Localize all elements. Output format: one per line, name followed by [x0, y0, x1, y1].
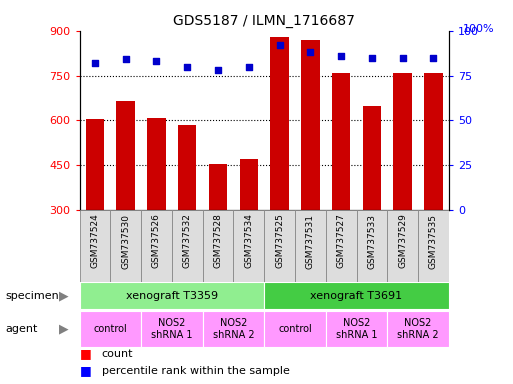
FancyBboxPatch shape [326, 311, 387, 348]
Bar [240, 159, 258, 210]
Text: NOS2
shRNA 2: NOS2 shRNA 2 [212, 318, 254, 340]
Bar [332, 73, 350, 210]
Text: NOS2
shRNA 1: NOS2 shRNA 1 [151, 318, 192, 340]
FancyBboxPatch shape [80, 210, 110, 281]
FancyBboxPatch shape [233, 210, 264, 281]
FancyBboxPatch shape [264, 210, 295, 281]
Bar [86, 119, 104, 210]
Text: GSM737527: GSM737527 [337, 214, 346, 268]
FancyBboxPatch shape [387, 311, 449, 348]
FancyBboxPatch shape [264, 311, 326, 348]
Title: GDS5187 / ILMN_1716687: GDS5187 / ILMN_1716687 [173, 14, 355, 28]
Text: xenograft T3359: xenograft T3359 [126, 291, 218, 301]
Point [214, 67, 222, 73]
FancyBboxPatch shape [357, 210, 387, 281]
Text: control: control [93, 324, 127, 334]
Bar [363, 106, 381, 210]
Point [91, 60, 99, 66]
Bar [424, 73, 443, 210]
Point [337, 53, 345, 59]
FancyBboxPatch shape [264, 282, 449, 309]
FancyBboxPatch shape [141, 311, 203, 348]
Text: ▶: ▶ [59, 323, 69, 336]
Bar [301, 40, 320, 210]
Text: GSM737531: GSM737531 [306, 214, 315, 268]
Text: control: control [278, 324, 312, 334]
FancyBboxPatch shape [80, 282, 264, 309]
FancyBboxPatch shape [110, 210, 141, 281]
Text: GSM737525: GSM737525 [275, 214, 284, 268]
Point [122, 56, 130, 63]
Text: GSM737526: GSM737526 [152, 214, 161, 268]
Point [399, 55, 407, 61]
Point [152, 58, 161, 64]
Bar [393, 73, 412, 210]
Text: GSM737528: GSM737528 [213, 214, 223, 268]
Text: NOS2
shRNA 2: NOS2 shRNA 2 [397, 318, 439, 340]
Point [245, 63, 253, 70]
Text: ■: ■ [80, 347, 91, 360]
FancyBboxPatch shape [203, 210, 233, 281]
FancyBboxPatch shape [203, 311, 264, 348]
Text: ■: ■ [80, 364, 91, 377]
Y-axis label: 100%: 100% [463, 23, 494, 33]
FancyBboxPatch shape [141, 210, 172, 281]
Text: GSM737529: GSM737529 [398, 214, 407, 268]
Bar [147, 118, 166, 210]
Point [275, 42, 284, 48]
Bar [178, 125, 196, 210]
Point [368, 55, 376, 61]
Text: xenograft T3691: xenograft T3691 [310, 291, 403, 301]
FancyBboxPatch shape [418, 210, 449, 281]
Text: GSM737534: GSM737534 [244, 214, 253, 268]
Text: GSM737535: GSM737535 [429, 214, 438, 268]
Bar [116, 101, 135, 210]
Text: agent: agent [5, 324, 37, 334]
Text: GSM737533: GSM737533 [367, 214, 377, 268]
Bar [270, 37, 289, 210]
Text: GSM737530: GSM737530 [121, 214, 130, 268]
FancyBboxPatch shape [172, 210, 203, 281]
Text: specimen: specimen [5, 291, 59, 301]
FancyBboxPatch shape [80, 311, 141, 348]
FancyBboxPatch shape [387, 210, 418, 281]
Point [306, 49, 314, 55]
Text: GSM737524: GSM737524 [90, 214, 100, 268]
Text: GSM737532: GSM737532 [183, 214, 192, 268]
Bar [209, 164, 227, 210]
FancyBboxPatch shape [326, 210, 357, 281]
Text: percentile rank within the sample: percentile rank within the sample [102, 366, 289, 376]
Point [429, 55, 438, 61]
Point [183, 63, 191, 70]
Text: ▶: ▶ [59, 289, 69, 302]
Text: NOS2
shRNA 1: NOS2 shRNA 1 [336, 318, 377, 340]
FancyBboxPatch shape [295, 210, 326, 281]
Text: count: count [102, 349, 133, 359]
